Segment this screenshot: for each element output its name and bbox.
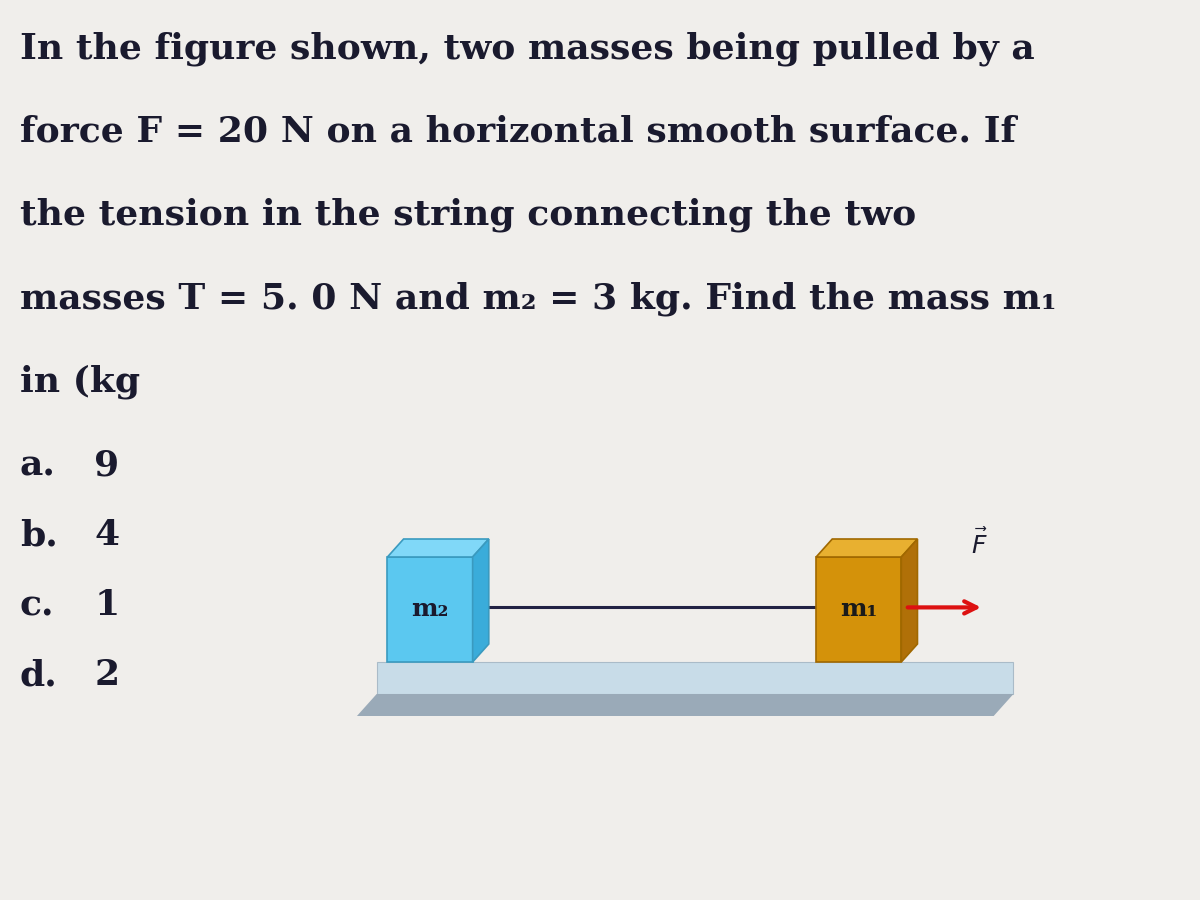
Text: 2: 2 xyxy=(94,658,119,692)
Polygon shape xyxy=(377,662,1014,694)
Text: masses T = 5. 0 N and m₂ = 3 kg. Find the mass m₁: masses T = 5. 0 N and m₂ = 3 kg. Find th… xyxy=(19,281,1056,316)
Polygon shape xyxy=(816,539,918,557)
Polygon shape xyxy=(901,539,918,662)
Text: the tension in the string connecting the two: the tension in the string connecting the… xyxy=(19,198,916,232)
Text: b.: b. xyxy=(19,518,58,552)
Text: 4: 4 xyxy=(94,518,119,552)
Text: in (kg: in (kg xyxy=(19,364,140,399)
Text: c.: c. xyxy=(19,588,54,622)
Bar xyxy=(388,557,473,662)
Text: $\vec{F}$: $\vec{F}$ xyxy=(971,529,988,560)
Text: In the figure shown, two masses being pulled by a: In the figure shown, two masses being pu… xyxy=(19,32,1034,67)
Polygon shape xyxy=(473,539,488,662)
Text: d.: d. xyxy=(19,658,58,692)
Text: m₁: m₁ xyxy=(840,598,877,622)
Text: force F = 20 N on a horizontal smooth surface. If: force F = 20 N on a horizontal smooth su… xyxy=(19,115,1016,149)
Text: a.: a. xyxy=(19,448,55,482)
Polygon shape xyxy=(388,539,488,557)
Text: 9: 9 xyxy=(94,448,119,482)
Polygon shape xyxy=(356,694,1014,716)
Text: 1: 1 xyxy=(94,588,120,622)
Text: m₂: m₂ xyxy=(412,598,449,622)
Bar xyxy=(816,557,901,662)
